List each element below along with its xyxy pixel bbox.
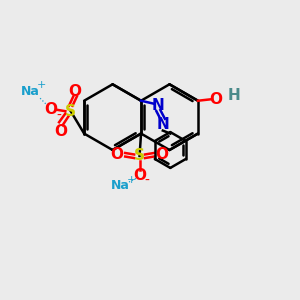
- Text: O: O: [111, 147, 124, 162]
- Text: S: S: [134, 148, 145, 164]
- Text: O: O: [54, 124, 67, 139]
- Text: O: O: [133, 168, 146, 183]
- Text: O: O: [209, 92, 222, 107]
- Text: O: O: [44, 102, 57, 117]
- Text: Na: Na: [111, 179, 130, 192]
- Text: -: -: [56, 109, 61, 123]
- Text: +: +: [127, 175, 136, 185]
- Text: H: H: [227, 88, 240, 103]
- Text: +: +: [37, 80, 46, 90]
- Text: O: O: [155, 147, 168, 162]
- Text: N: N: [152, 98, 165, 113]
- Text: N: N: [157, 117, 169, 132]
- Text: -: -: [145, 174, 149, 188]
- Text: O: O: [69, 84, 82, 99]
- Text: Na: Na: [21, 85, 40, 98]
- Text: S: S: [65, 104, 76, 119]
